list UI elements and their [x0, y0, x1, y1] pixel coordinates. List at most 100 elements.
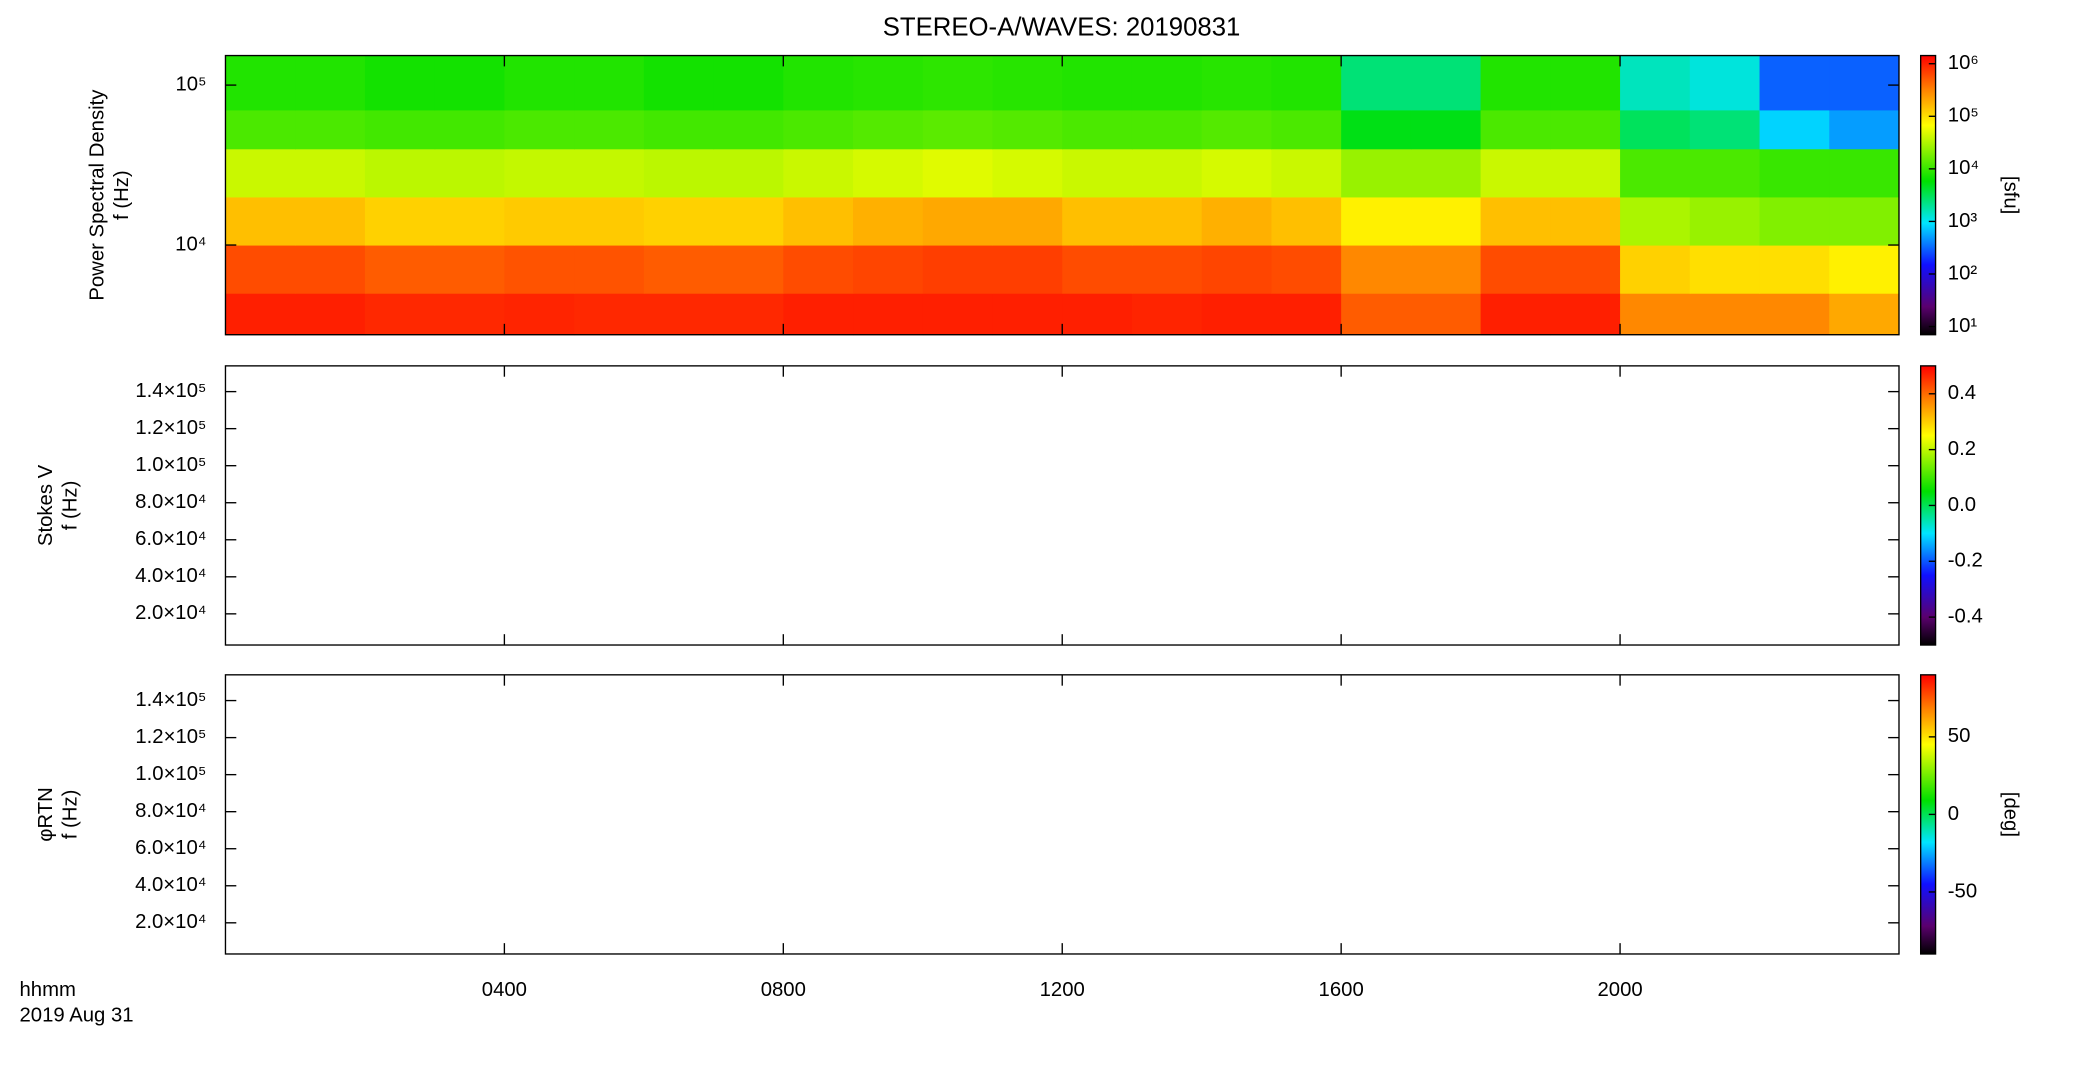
spectrogram-cell: [713, 148, 784, 198]
spectrogram-cell: [783, 293, 854, 336]
x-axis-label: hhmm: [19, 979, 75, 1001]
y-tick-label: 1.0×10⁵: [135, 454, 206, 476]
spectrogram-cell: [364, 196, 436, 246]
spectrogram-cell: [574, 293, 645, 336]
spectrogram-cell: [1620, 196, 1691, 246]
spectrogram-cell: [1131, 109, 1203, 150]
spectrogram-cell: [992, 196, 1063, 246]
spectrogram-cell: [504, 109, 575, 150]
spectrogram-cell: [295, 148, 366, 198]
x-tick-label: 0400: [482, 979, 527, 1001]
colorbar-label: [sfu]: [2000, 176, 2022, 214]
x-tick-label: 1200: [1040, 979, 1085, 1001]
spectrogram-cell: [364, 293, 436, 336]
spectrogram-cell: [434, 293, 505, 336]
spectrogram-cell: [1759, 245, 1830, 294]
spectrogram-cell: [1829, 293, 1900, 336]
spectrogram-cell: [225, 196, 296, 246]
spectrogram-cell: [504, 245, 575, 294]
y-tick-label: 4.0×10⁴: [135, 874, 206, 896]
y-tick-label: 8.0×10⁴: [135, 800, 206, 822]
spectrogram-cell: [1480, 245, 1551, 294]
spectrogram-cell: [992, 109, 1063, 150]
spectrogram-cell: [225, 109, 296, 150]
y-axis-label: f (Hz): [111, 170, 133, 220]
y-tick-label: 10⁵: [175, 73, 206, 95]
spectrogram-cell: [295, 245, 366, 294]
spectrogram-cell: [922, 293, 994, 336]
spectrogram-cell: [1480, 196, 1551, 246]
y-axis-label: f (Hz): [59, 481, 81, 531]
spectrogram-cell: [1062, 55, 1133, 111]
spectrogram-cell: [1480, 148, 1551, 198]
y-tick-label: 2.0×10⁴: [135, 911, 206, 933]
spectrogram-cell: [922, 148, 994, 198]
spectrogram-cell: [1341, 109, 1412, 150]
y-tick-label: 1.4×10⁵: [135, 689, 206, 711]
spectrogram-cell: [1759, 55, 1830, 111]
spectrogram-cell: [434, 148, 505, 198]
spectrogram-cell: [434, 55, 505, 111]
spectrogram-cell: [574, 109, 645, 150]
colorbar-tick-label: -0.4: [1948, 605, 1983, 627]
spectrogram-cell: [1689, 196, 1761, 246]
spectrogram-cell: [853, 55, 924, 111]
spectrogram-cell: [1271, 196, 1342, 246]
spectrogram-cell: [643, 109, 715, 150]
y-tick-label: 6.0×10⁴: [135, 837, 206, 859]
spectrogram-cell: [434, 109, 505, 150]
spectrogram-cell: [922, 109, 994, 150]
spectrogram-cell: [1062, 196, 1133, 246]
spectrogram-cell: [1550, 148, 1621, 198]
spectrogram-cell: [643, 245, 715, 294]
spectrogram-cell: [1550, 55, 1621, 111]
spectrogram-cell: [1759, 196, 1830, 246]
spectrogram-cell: [1689, 109, 1761, 150]
spectrogram-cell: [992, 148, 1063, 198]
spectrogram-cell: [1829, 148, 1900, 198]
spectrogram-cell: [783, 196, 854, 246]
spectrogram-cell: [1131, 245, 1203, 294]
spectrogram-cell: [1480, 293, 1551, 336]
y-axis-label: Power Spectral Density: [86, 89, 108, 301]
spectrogram-cell: [295, 109, 366, 150]
spectrogram-cell: [853, 109, 924, 150]
colorbar-tick-label: 10⁵: [1948, 105, 1979, 127]
colorbar-label: [deg]: [2000, 792, 2022, 837]
colorbar-tick-label: 0.0: [1948, 494, 1976, 516]
spectrogram-cell: [1759, 293, 1830, 336]
spectrogram-cell: [295, 55, 366, 111]
y-tick-label: 1.4×10⁵: [135, 380, 206, 402]
spectrogram-cell: [713, 196, 784, 246]
spectrogram-cell: [1062, 109, 1133, 150]
colorbar-tick-label: 0: [1948, 803, 1959, 825]
spectrogram-cell: [922, 196, 994, 246]
spectrogram-cell: [783, 109, 854, 150]
spectrogram-cell: [1620, 245, 1691, 294]
y-tick-label: 1.0×10⁵: [135, 763, 206, 785]
colorbar-tick-label: -50: [1948, 880, 1977, 902]
colorbar-tick-label: 50: [1948, 725, 1971, 747]
spectrogram-cell: [364, 55, 436, 111]
y-axis-label: φRTN: [35, 787, 57, 842]
spectrogram-cell: [1341, 148, 1412, 198]
x-tick-label: 0800: [761, 979, 806, 1001]
spectrogram-cell: [643, 196, 715, 246]
spectrogram-cell: [1829, 196, 1900, 246]
spectrogram-cell: [574, 55, 645, 111]
y-tick-label: 1.2×10⁵: [135, 417, 206, 439]
spectrogram-cell: [922, 55, 994, 111]
spectrogram-cell: [1131, 196, 1203, 246]
spectrogram-cell: [1550, 196, 1621, 246]
colorbar-tick-label: 10⁶: [1948, 52, 1979, 74]
spectrogram-cell: [295, 196, 366, 246]
y-tick-label: 2.0×10⁴: [135, 602, 206, 624]
spectrogram-cell: [364, 245, 436, 294]
colorbar: [1919, 54, 1937, 336]
x-tick-label: 2000: [1597, 979, 1642, 1001]
colorbar-tick-label: 0.4: [1948, 382, 1976, 404]
spectrogram-cell: [1689, 55, 1761, 111]
spectrogram-cell: [1410, 196, 1482, 246]
spectrogram-cell: [1201, 148, 1272, 198]
